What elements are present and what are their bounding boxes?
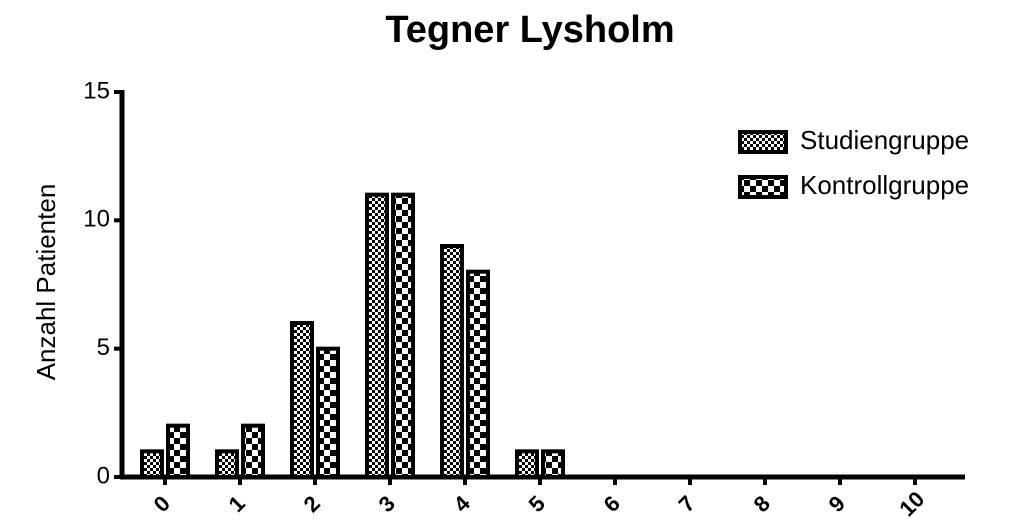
x-tick-label: 4 (449, 490, 476, 517)
x-tick-label: 10 (894, 486, 929, 521)
y-tick-label: 5 (97, 334, 110, 361)
bar (241, 423, 265, 479)
y-tick-label: 10 (83, 206, 110, 233)
x-tick-label: 0 (149, 491, 175, 517)
x-tick-label: 8 (749, 491, 775, 517)
x-tick-label: 7 (674, 491, 700, 517)
bar (466, 269, 490, 479)
legend-label: Kontrollgruppe (800, 170, 969, 200)
x-tick-label: 6 (599, 491, 625, 517)
bar (290, 321, 314, 479)
x-tick-label: 5 (524, 491, 550, 517)
chart-title: Tegner Lysholm (385, 9, 674, 51)
legend-swatch (738, 130, 788, 154)
bar (166, 423, 190, 479)
x-tick-label: 2 (299, 491, 325, 517)
bar (365, 192, 389, 480)
x-tick-label: 1 (224, 491, 250, 517)
x-tick-label: 9 (824, 491, 850, 517)
bar (215, 449, 239, 480)
x-tick-label: 3 (374, 491, 400, 517)
bar (391, 192, 415, 480)
legend-swatch (738, 175, 788, 199)
legend-label: Studiengruppe (800, 125, 969, 155)
y-tick-label: 0 (97, 462, 110, 489)
bar (515, 449, 539, 480)
y-tick-label: 15 (83, 77, 110, 104)
bar (140, 449, 164, 480)
bar (440, 244, 464, 479)
bar (541, 449, 565, 480)
y-axis-label: Anzahl Patienten (31, 184, 61, 381)
bar (316, 346, 340, 479)
